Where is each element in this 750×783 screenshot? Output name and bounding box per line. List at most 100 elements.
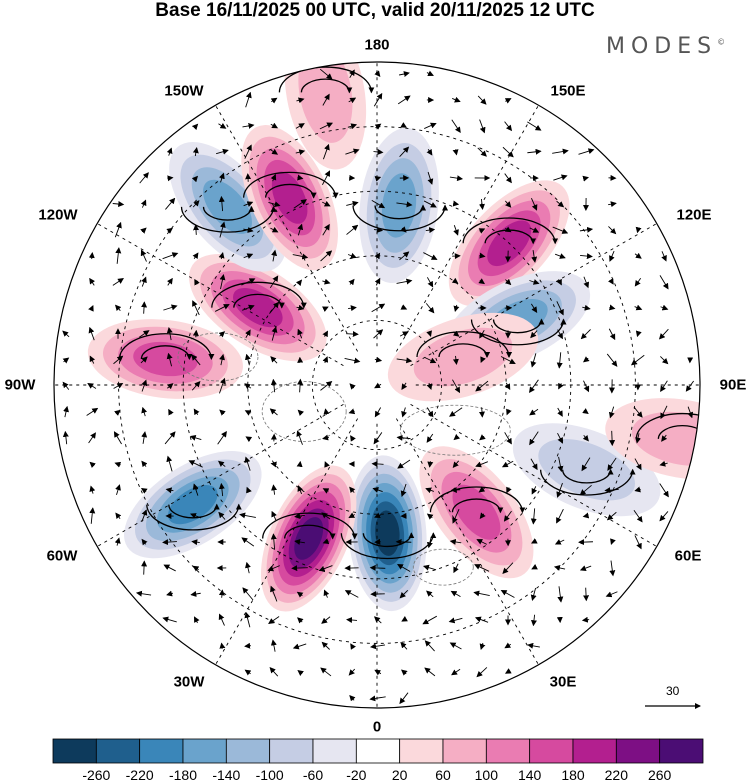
- wind-arrow: [426, 590, 434, 598]
- wind-arrow: [660, 356, 669, 365]
- wind-arrow: [579, 565, 592, 571]
- wind-arrow: [271, 484, 278, 495]
- wind-arrow: [163, 304, 178, 311]
- streamline: [233, 293, 285, 309]
- wind-arrow: [162, 539, 177, 546]
- wind-arrow: [322, 488, 330, 494]
- wind-arrow: [192, 329, 199, 338]
- wind-arrow: [192, 483, 199, 496]
- lon-label-30w: 30W: [173, 673, 205, 691]
- wind-arrow: [87, 382, 97, 389]
- wind-arrow: [556, 509, 564, 524]
- anomaly-contour: [381, 173, 417, 238]
- wind-arrow: [270, 122, 279, 129]
- wind-arrow: [192, 200, 200, 208]
- wind-arrow: [141, 379, 148, 392]
- wind-arrow: [347, 252, 357, 259]
- wind-arrow: [582, 175, 590, 182]
- wind-arrow: [246, 486, 252, 494]
- wind-arrow: [660, 304, 669, 311]
- wind-arrow: [424, 640, 435, 652]
- wind-arrow: [448, 617, 463, 624]
- wind-arrow: [267, 565, 280, 572]
- wind-arrow: [608, 278, 614, 285]
- wind-arrow: [297, 328, 303, 339]
- wind-arrow: [475, 380, 489, 392]
- wind-arrow: [320, 380, 333, 391]
- wind-arrow: [659, 275, 669, 290]
- wind-arrow: [502, 146, 514, 158]
- streamline: [202, 205, 255, 221]
- wind-arrow: [634, 304, 643, 311]
- wind-arrow: [557, 586, 564, 603]
- wind-arrow: [369, 564, 386, 571]
- wind-arrow: [140, 227, 147, 234]
- wind-arrow: [319, 122, 333, 130]
- colorbar-swatch: [529, 738, 574, 764]
- wind-arrow: [476, 539, 487, 545]
- wind-arrow: [295, 123, 305, 129]
- wind-arrow: [269, 275, 279, 289]
- streamline: [635, 412, 700, 439]
- wind-arrow: [480, 356, 486, 363]
- wind-arrow: [244, 144, 252, 159]
- wind-arrow: [140, 488, 148, 494]
- wind-arrow: [191, 123, 199, 131]
- wind-arrow: [140, 199, 147, 208]
- colorbar-swatch: [139, 738, 184, 764]
- wind-arrow: [112, 201, 125, 208]
- wind-arrow: [88, 251, 95, 260]
- wind-arrow: [633, 510, 643, 523]
- wind-arrow: [427, 171, 434, 185]
- wind-arrow: [553, 174, 568, 181]
- wind-arrow: [401, 407, 407, 418]
- wind-arrow: [504, 642, 512, 649]
- wind-vectors: [62, 66, 700, 705]
- anomaly-contour: [413, 327, 513, 387]
- wind-arrow: [162, 616, 177, 623]
- wind-arrow: [217, 460, 226, 467]
- wind-arrow: [661, 251, 667, 262]
- colorbar-tick: -220: [125, 767, 154, 783]
- wind-arrow: [685, 380, 695, 392]
- wind-arrow: [426, 277, 434, 288]
- wind-arrow: [582, 304, 591, 311]
- wind-arrow: [452, 379, 461, 394]
- wind-arrow: [191, 354, 201, 366]
- anomaly-contour: [631, 411, 700, 466]
- wind-arrow: [242, 587, 254, 601]
- wind-arrow: [295, 279, 303, 287]
- wind-arrow: [293, 199, 307, 209]
- wind-arrow: [427, 461, 434, 468]
- wind-arrow: [373, 92, 383, 107]
- colorbar-tick: 60: [435, 767, 451, 783]
- wind-arrow: [292, 253, 309, 260]
- wind-arrow: [165, 487, 174, 494]
- wind-arrow: [557, 432, 563, 444]
- wind-arrow: [322, 330, 328, 338]
- wind-arrow: [115, 484, 121, 496]
- wind-arrow: [112, 278, 124, 286]
- wind-arrow: [374, 407, 382, 418]
- wind-arrow: [374, 669, 382, 676]
- wind-arrow: [296, 591, 304, 598]
- wind-arrow: [583, 356, 590, 363]
- wind-arrow: [479, 252, 486, 259]
- wind-arrow: [608, 201, 617, 208]
- anomaly-cell: [87, 319, 243, 399]
- wind-arrow: [529, 408, 539, 416]
- wind-arrow: [397, 459, 411, 469]
- lon-label-120e: 120E: [676, 206, 712, 224]
- wind-arrow: [426, 148, 433, 156]
- wind-arrow: [581, 616, 590, 623]
- meridian-line: [97, 223, 344, 367]
- wind-arrow: [219, 353, 225, 366]
- wind-arrow: [268, 201, 281, 208]
- wind-arrow: [89, 277, 96, 286]
- wind-arrow: [349, 486, 356, 494]
- lon-label-120w: 120W: [38, 206, 78, 224]
- wind-arrow: [527, 642, 540, 649]
- wind-arrow: [270, 461, 277, 468]
- wind-arrow: [192, 565, 200, 572]
- wind-arrow: [114, 221, 122, 238]
